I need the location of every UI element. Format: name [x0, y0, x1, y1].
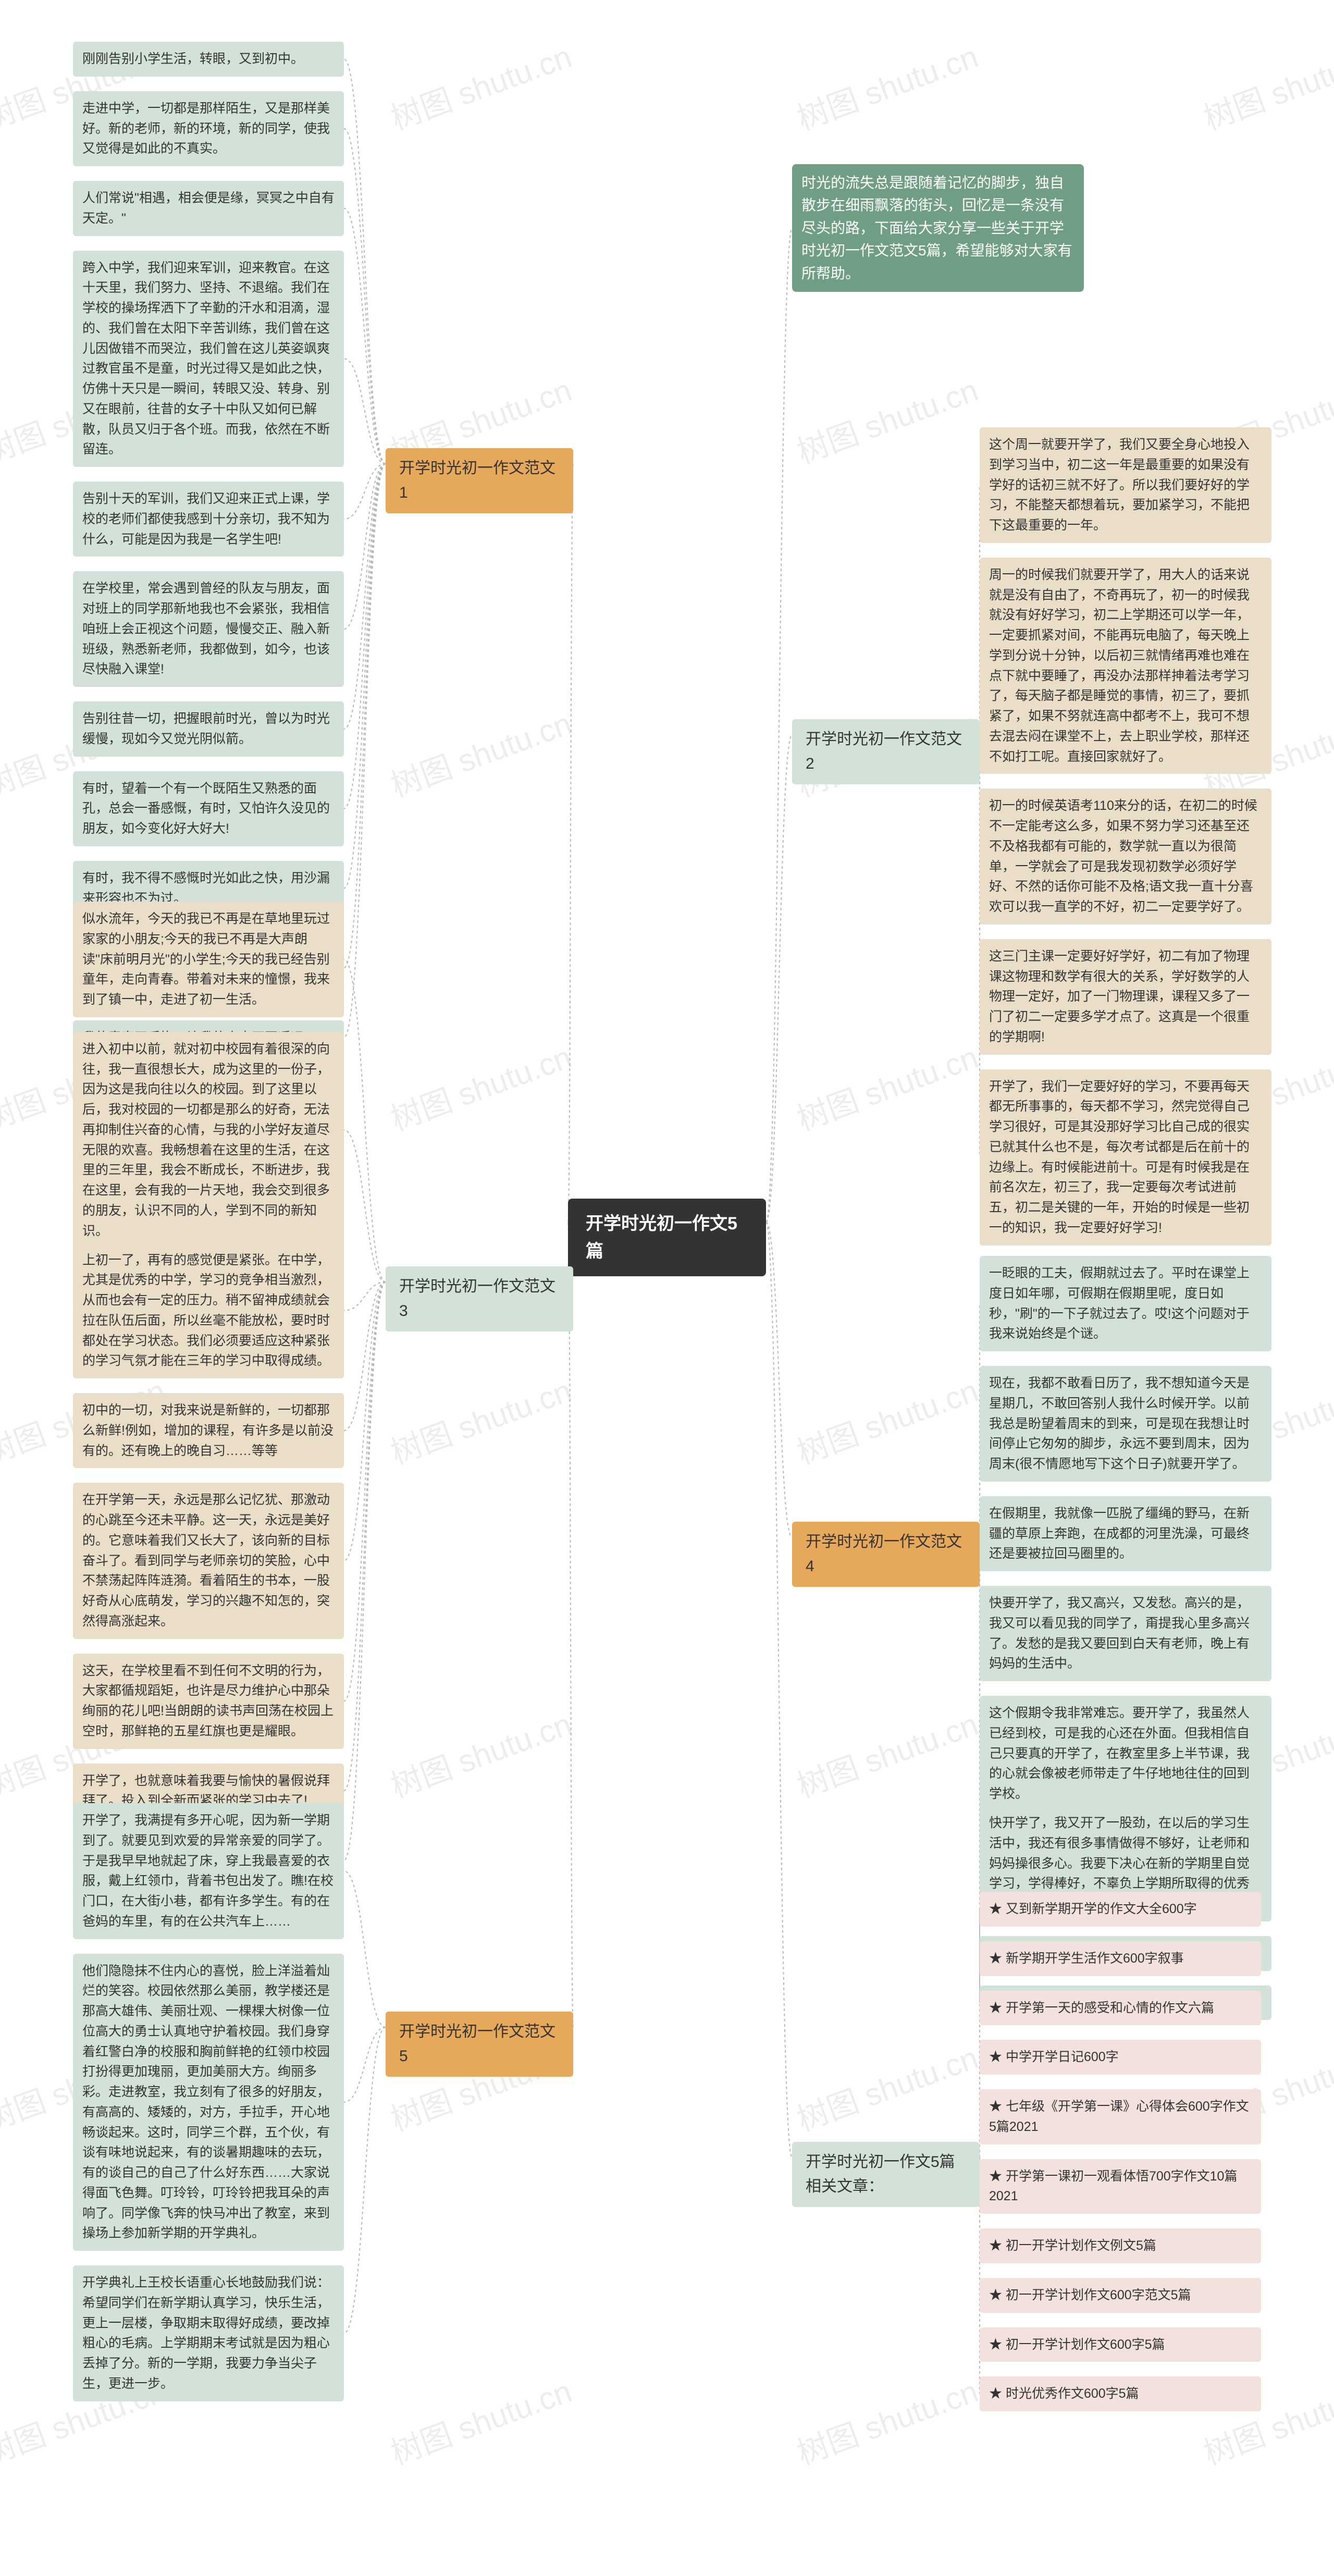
leaf-b5-1: 他们隐隐抹不住内心的喜悦，脸上洋溢着灿烂的笑容。校园依然那么美丽，教学楼还是那高… [73, 1954, 344, 2251]
leaf-b6-0: ★ 又到新学期开学的作文大全600字 [980, 1892, 1261, 1927]
leaf-b5-2: 开学典礼上王校长语重心长地鼓励我们说：希望同学们在新学期认真学习，快乐生活，更上… [73, 2265, 344, 2401]
leaf-b5-0: 开学了，我满提有多开心呢，因为新一学期到了。就要见到欢爱的异常亲爱的同学了。于是… [73, 1803, 344, 1939]
leaf-b6-4: ★ 七年级《开学第一课》心得体会600字作文5篇2021 [980, 2089, 1261, 2144]
leaf-b6-1: ★ 新学期开学生活作文600字叙事 [980, 1941, 1261, 1976]
leaf-b4-2: 在假期里，我就像一匹脱了缰绳的野马，在新疆的草原上奔跑，在成都的河里洗澡，可最终… [980, 1496, 1271, 1571]
leaf-b1-5: 在学校里，常会遇到曾经的队友与朋友，面对班上的同学那新地我也不会紧张，我相信咱班… [73, 571, 344, 687]
leaf-b4-0: 一眨眼的工夫，假期就过去了。平时在课堂上度日如年哪，可假期在假期里呢，度日如秒，… [980, 1256, 1271, 1351]
leaf-b4-4: 这个假期令我非常难忘。要开学了，我虽然人已经到校，可是我的心还在外面。但我相信自… [980, 1696, 1271, 1811]
leaf-b3-2: 上初一了，再有的感觉便是紧张。在中学，尤其是优秀的中学，学习的竞争相当激烈，从而… [73, 1243, 344, 1379]
leaf-b3-5: 这天，在学校里看不到任何不文明的行为，大家都循规蹈矩，也许是尽力维护心中那朵绚丽… [73, 1654, 344, 1749]
leaf-b6-7: ★ 初一开学计划作文600字范文5篇 [980, 2278, 1261, 2313]
intro-block: 时光的流失总是跟随着记忆的脚步，独自散步在细雨飘落的街头，回忆是一条没有尽头的路… [792, 164, 1084, 292]
branch-b5: 开学时光初一作文范文5 [386, 2012, 573, 2077]
leaf-b4-3: 快要开学了，我又高兴，又发愁。高兴的是，我又可以看见我的同学了，甭提我心里多高兴… [980, 1586, 1271, 1681]
leaf-b3-1: 进入初中以前，就对初中校园有着很深的向往，我一直很想长大，成为这里的一份子，因为… [73, 1032, 344, 1249]
leaf-b1-3: 跨入中学，我们迎来军训，迎来教官。在这十天里，我们努力、坚持、不退缩。我们在学校… [73, 251, 344, 467]
leaf-b2-2: 初一的时候英语考110来分的话，在初二的时候不一定能考这么多，如果不努力学习还基… [980, 788, 1271, 925]
leaf-b3-4: 在开学第一天，永远是那么记忆犹、那激动的心跳至今还未平静。这一天，永远是美好的。… [73, 1483, 344, 1638]
leaf-b4-1: 现在，我都不敢看日历了，我不想知道今天是星期几，不敢回答别人我什么时候开学。以前… [980, 1366, 1271, 1482]
branch-b3: 开学时光初一作文范文3 [386, 1266, 573, 1332]
leaf-b3-0: 似水流年，今天的我已不再是在草地里玩过家家的小朋友;今天的我已不再是大声朗读"床… [73, 902, 344, 1017]
leaf-b6-8: ★ 初一开学计划作文600字5篇 [980, 2327, 1261, 2362]
leaf-b3-3: 初中的一切，对我来说是新鲜的，一切都那么新鲜!例如，增加的课程，有许多是以前没有… [73, 1393, 344, 1468]
leaf-b1-2: 人们常说"相遇，相会便是缘，冥冥之中自有天定。" [73, 181, 344, 236]
leaf-b2-3: 这三门主课一定要好好学好，初二有加了物理课这物理和数学有很大的关系，学好数学的人… [980, 939, 1271, 1055]
leaf-b1-7: 有时，望着一个有一个既陌生又熟悉的面孔，总会一番感慨，有时，又怕许久没见的朋友，… [73, 771, 344, 846]
leaf-b6-5: ★ 开学第一课初一观看体悟700字作文10篇2021 [980, 2159, 1261, 2214]
leaf-b1-6: 告别往昔一切，把握眼前时光，曾以为时光缓慢，现如今又觉光阴似箭。 [73, 701, 344, 757]
leaf-b6-2: ★ 开学第一天的感受和心情的作文六篇 [980, 1991, 1261, 2026]
leaf-b6-3: ★ 中学开学日记600字 [980, 2040, 1261, 2075]
leaf-b2-4: 开学了，我们一定要好好的学习，不要再每天都无所事事的，每天都不学习，然完觉得自己… [980, 1069, 1271, 1246]
branch-b1: 开学时光初一作文范文1 [386, 448, 573, 513]
leaf-b2-0: 这个周一就要开学了，我们又要全身心地投入到学习当中，初二这一年是最重要的如果没有… [980, 427, 1271, 543]
branch-b6: 开学时光初一作文5篇相关文章： [792, 2142, 980, 2207]
leaf-b2-1: 周一的时候我们就要开学了，用大人的话来说就是没有自由了，不奇再玩了，初一的时候我… [980, 558, 1271, 774]
leaf-b6-9: ★ 时光优秀作文600字5篇 [980, 2376, 1261, 2411]
leaf-b1-1: 走进中学，一切都是那样陌生，又是那样美好。新的老师，新的环境，新的同学，使我又觉… [73, 91, 344, 166]
leaf-b6-6: ★ 初一开学计划作文例文5篇 [980, 2228, 1261, 2263]
leaf-b1-4: 告别十天的军训，我们又迎来正式上课，学校的老师们都使我感到十分亲切，我不知为什么… [73, 482, 344, 557]
leaf-b1-0: 刚刚告别小学生活，转眼，又到初中。 [73, 42, 344, 77]
root-node: 开学时光初一作文5篇 [568, 1199, 766, 1276]
branch-b4: 开学时光初一作文范文4 [792, 1522, 980, 1587]
branch-b2: 开学时光初一作文范文2 [792, 719, 980, 784]
